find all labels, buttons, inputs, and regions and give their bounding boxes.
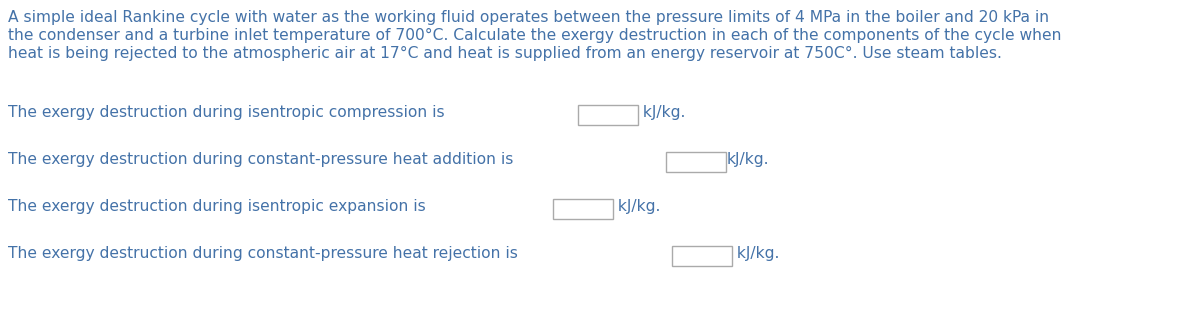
Bar (672, 246, 732, 266)
Text: The exergy destruction during constant-pressure heat rejection is: The exergy destruction during constant-p… (8, 246, 523, 261)
Text: The exergy destruction during isentropic compression is: The exergy destruction during isentropic… (8, 105, 450, 120)
Text: kJ/kg.: kJ/kg. (726, 152, 769, 167)
Text: The exergy destruction during isentropic expansion is: The exergy destruction during isentropic… (8, 199, 431, 214)
Text: the condenser and a turbine inlet temperature of 700°C. Calculate the exergy des: the condenser and a turbine inlet temper… (8, 28, 1062, 43)
Bar (577, 105, 637, 125)
Text: kJ/kg.: kJ/kg. (732, 246, 780, 261)
Text: kJ/kg.: kJ/kg. (637, 105, 685, 120)
Bar (666, 152, 726, 172)
Text: kJ/kg.: kJ/kg. (613, 199, 661, 214)
Text: A simple ideal Rankine cycle with water as the working fluid operates between th: A simple ideal Rankine cycle with water … (8, 10, 1049, 25)
Text: The exergy destruction during constant-pressure heat addition is: The exergy destruction during constant-p… (8, 152, 518, 167)
Text: heat is being rejected to the atmospheric air at 17°C and heat is supplied from : heat is being rejected to the atmospheri… (8, 46, 1002, 61)
Bar (553, 199, 613, 219)
